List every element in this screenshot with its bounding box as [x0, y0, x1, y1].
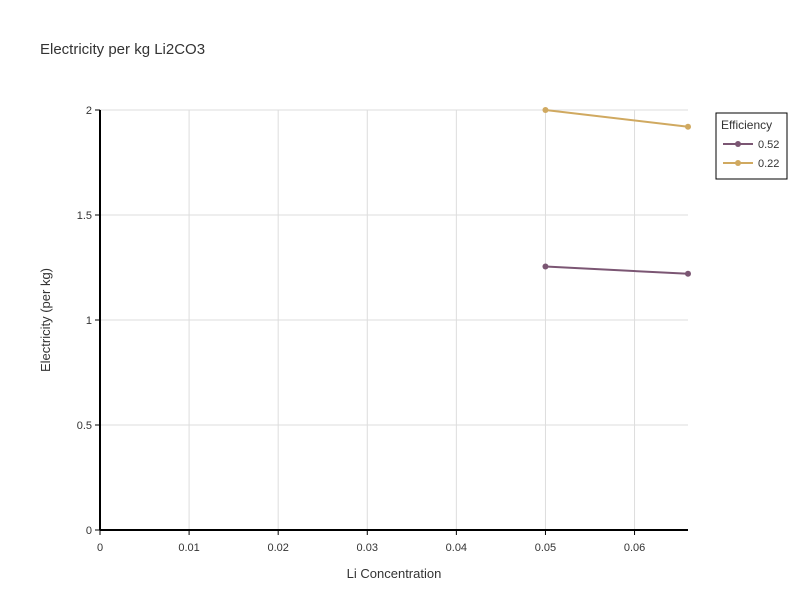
data-point — [685, 270, 691, 277]
y-ticks: 0 0.5 1 1.5 2 — [77, 105, 100, 537]
x-tick-label: 0 — [97, 542, 103, 554]
x-tick-label: 0.05 — [535, 542, 556, 554]
x-tick-label: 0.01 — [178, 542, 199, 554]
legend-items: 0.52 0.22 — [723, 139, 779, 170]
y-tick-label: 1.5 — [77, 210, 92, 222]
grid — [100, 109, 688, 530]
data-point — [542, 263, 549, 270]
y-tick-label: 1 — [86, 315, 92, 327]
y-tick-label: 0.5 — [77, 420, 92, 432]
x-tick-label: 0.06 — [624, 542, 645, 554]
legend-title: Efficiency — [721, 118, 772, 132]
series-layer — [542, 107, 691, 277]
data-point — [542, 107, 549, 113]
data-point — [685, 123, 691, 130]
legend-box — [715, 112, 788, 180]
chart-title: Electricity per kg Li2CO3 — [40, 41, 205, 58]
series-1 — [542, 107, 691, 130]
legend-swatch-marker — [735, 160, 741, 166]
legend: Efficiency 0.52 0.22 — [715, 112, 788, 180]
series-line — [545, 109, 689, 128]
x-tick-label: 0.03 — [357, 542, 378, 554]
legend-label: 0.22 — [758, 158, 779, 170]
x-tick-label: 0.04 — [446, 542, 467, 554]
legend-swatch-marker — [735, 141, 741, 147]
x-axis-label: Li Concentration — [347, 566, 442, 581]
series-line — [545, 265, 689, 275]
legend-item: 0.52 — [723, 139, 779, 151]
x-ticks: 0 0.01 0.02 0.03 0.04 0.05 0.06 — [97, 530, 645, 554]
x-tick-label: 0.02 — [267, 542, 288, 554]
legend-item: 0.22 — [723, 158, 779, 170]
y-tick-label: 0 — [86, 525, 92, 537]
y-axis-label: Electricity (per kg) — [38, 268, 53, 372]
legend-label: 0.52 — [758, 139, 779, 151]
series-0 — [542, 263, 691, 277]
y-tick-label: 2 — [86, 105, 92, 117]
